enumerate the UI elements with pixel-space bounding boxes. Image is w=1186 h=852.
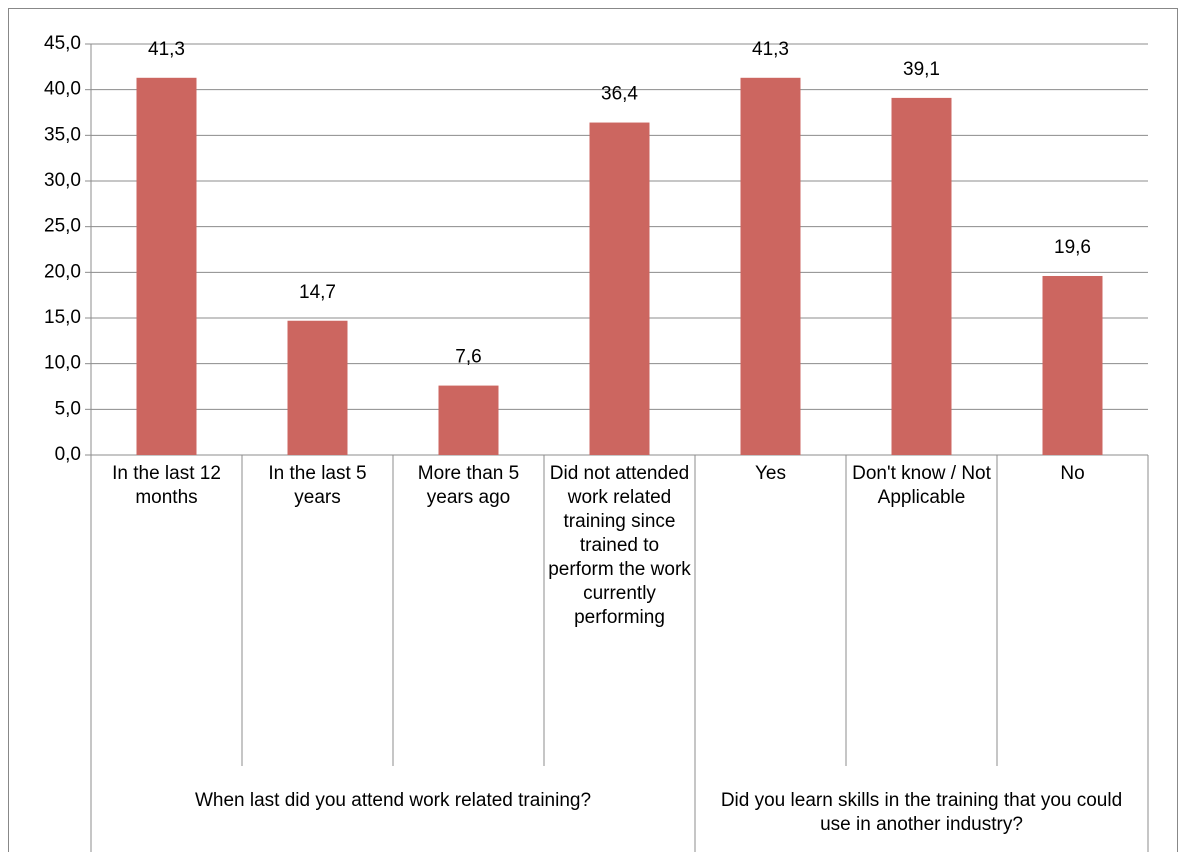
y-tick-label: 30,0 xyxy=(44,170,81,191)
data-label: 7,6 xyxy=(455,347,481,368)
x-tick-label: In the last 5 years xyxy=(268,463,367,508)
y-tick-label: 0,0 xyxy=(55,444,81,465)
y-tick-label: 10,0 xyxy=(44,353,81,374)
y-tick-label: 20,0 xyxy=(44,261,81,282)
bar xyxy=(1042,275,1103,455)
bar xyxy=(589,122,650,456)
y-tick-label: 45,0 xyxy=(44,33,81,54)
x-tick-label: More than 5 years ago xyxy=(417,463,520,508)
y-tick-label: 25,0 xyxy=(44,216,81,237)
x-tick-label: In the last 12 months xyxy=(112,463,221,508)
data-label: 36,4 xyxy=(601,84,638,105)
data-label: 41,3 xyxy=(148,39,185,60)
x-tick-label: Don't know / Not Applicable xyxy=(852,463,991,508)
y-tick-label: 35,0 xyxy=(44,124,81,145)
y-tick-label: 15,0 xyxy=(44,307,81,328)
bar xyxy=(740,77,801,455)
data-label: 19,6 xyxy=(1054,237,1091,258)
bar xyxy=(287,320,348,455)
x-tick-label: Yes xyxy=(755,463,786,484)
group-label: Did you learn skills in the training tha… xyxy=(720,790,1123,835)
bar xyxy=(891,97,952,456)
bar xyxy=(438,385,499,455)
x-tick-label: Did not attended work related training s… xyxy=(548,463,691,628)
data-label: 39,1 xyxy=(903,59,940,80)
y-tick-label: 5,0 xyxy=(55,398,81,419)
data-label: 14,7 xyxy=(299,282,336,303)
y-tick-label: 40,0 xyxy=(44,79,81,100)
x-tick-label: No xyxy=(1060,463,1085,484)
data-label: 41,3 xyxy=(752,39,789,60)
group-label: When last did you attend work related tr… xyxy=(194,790,592,811)
bar xyxy=(136,77,197,455)
chart-border xyxy=(8,8,1178,852)
